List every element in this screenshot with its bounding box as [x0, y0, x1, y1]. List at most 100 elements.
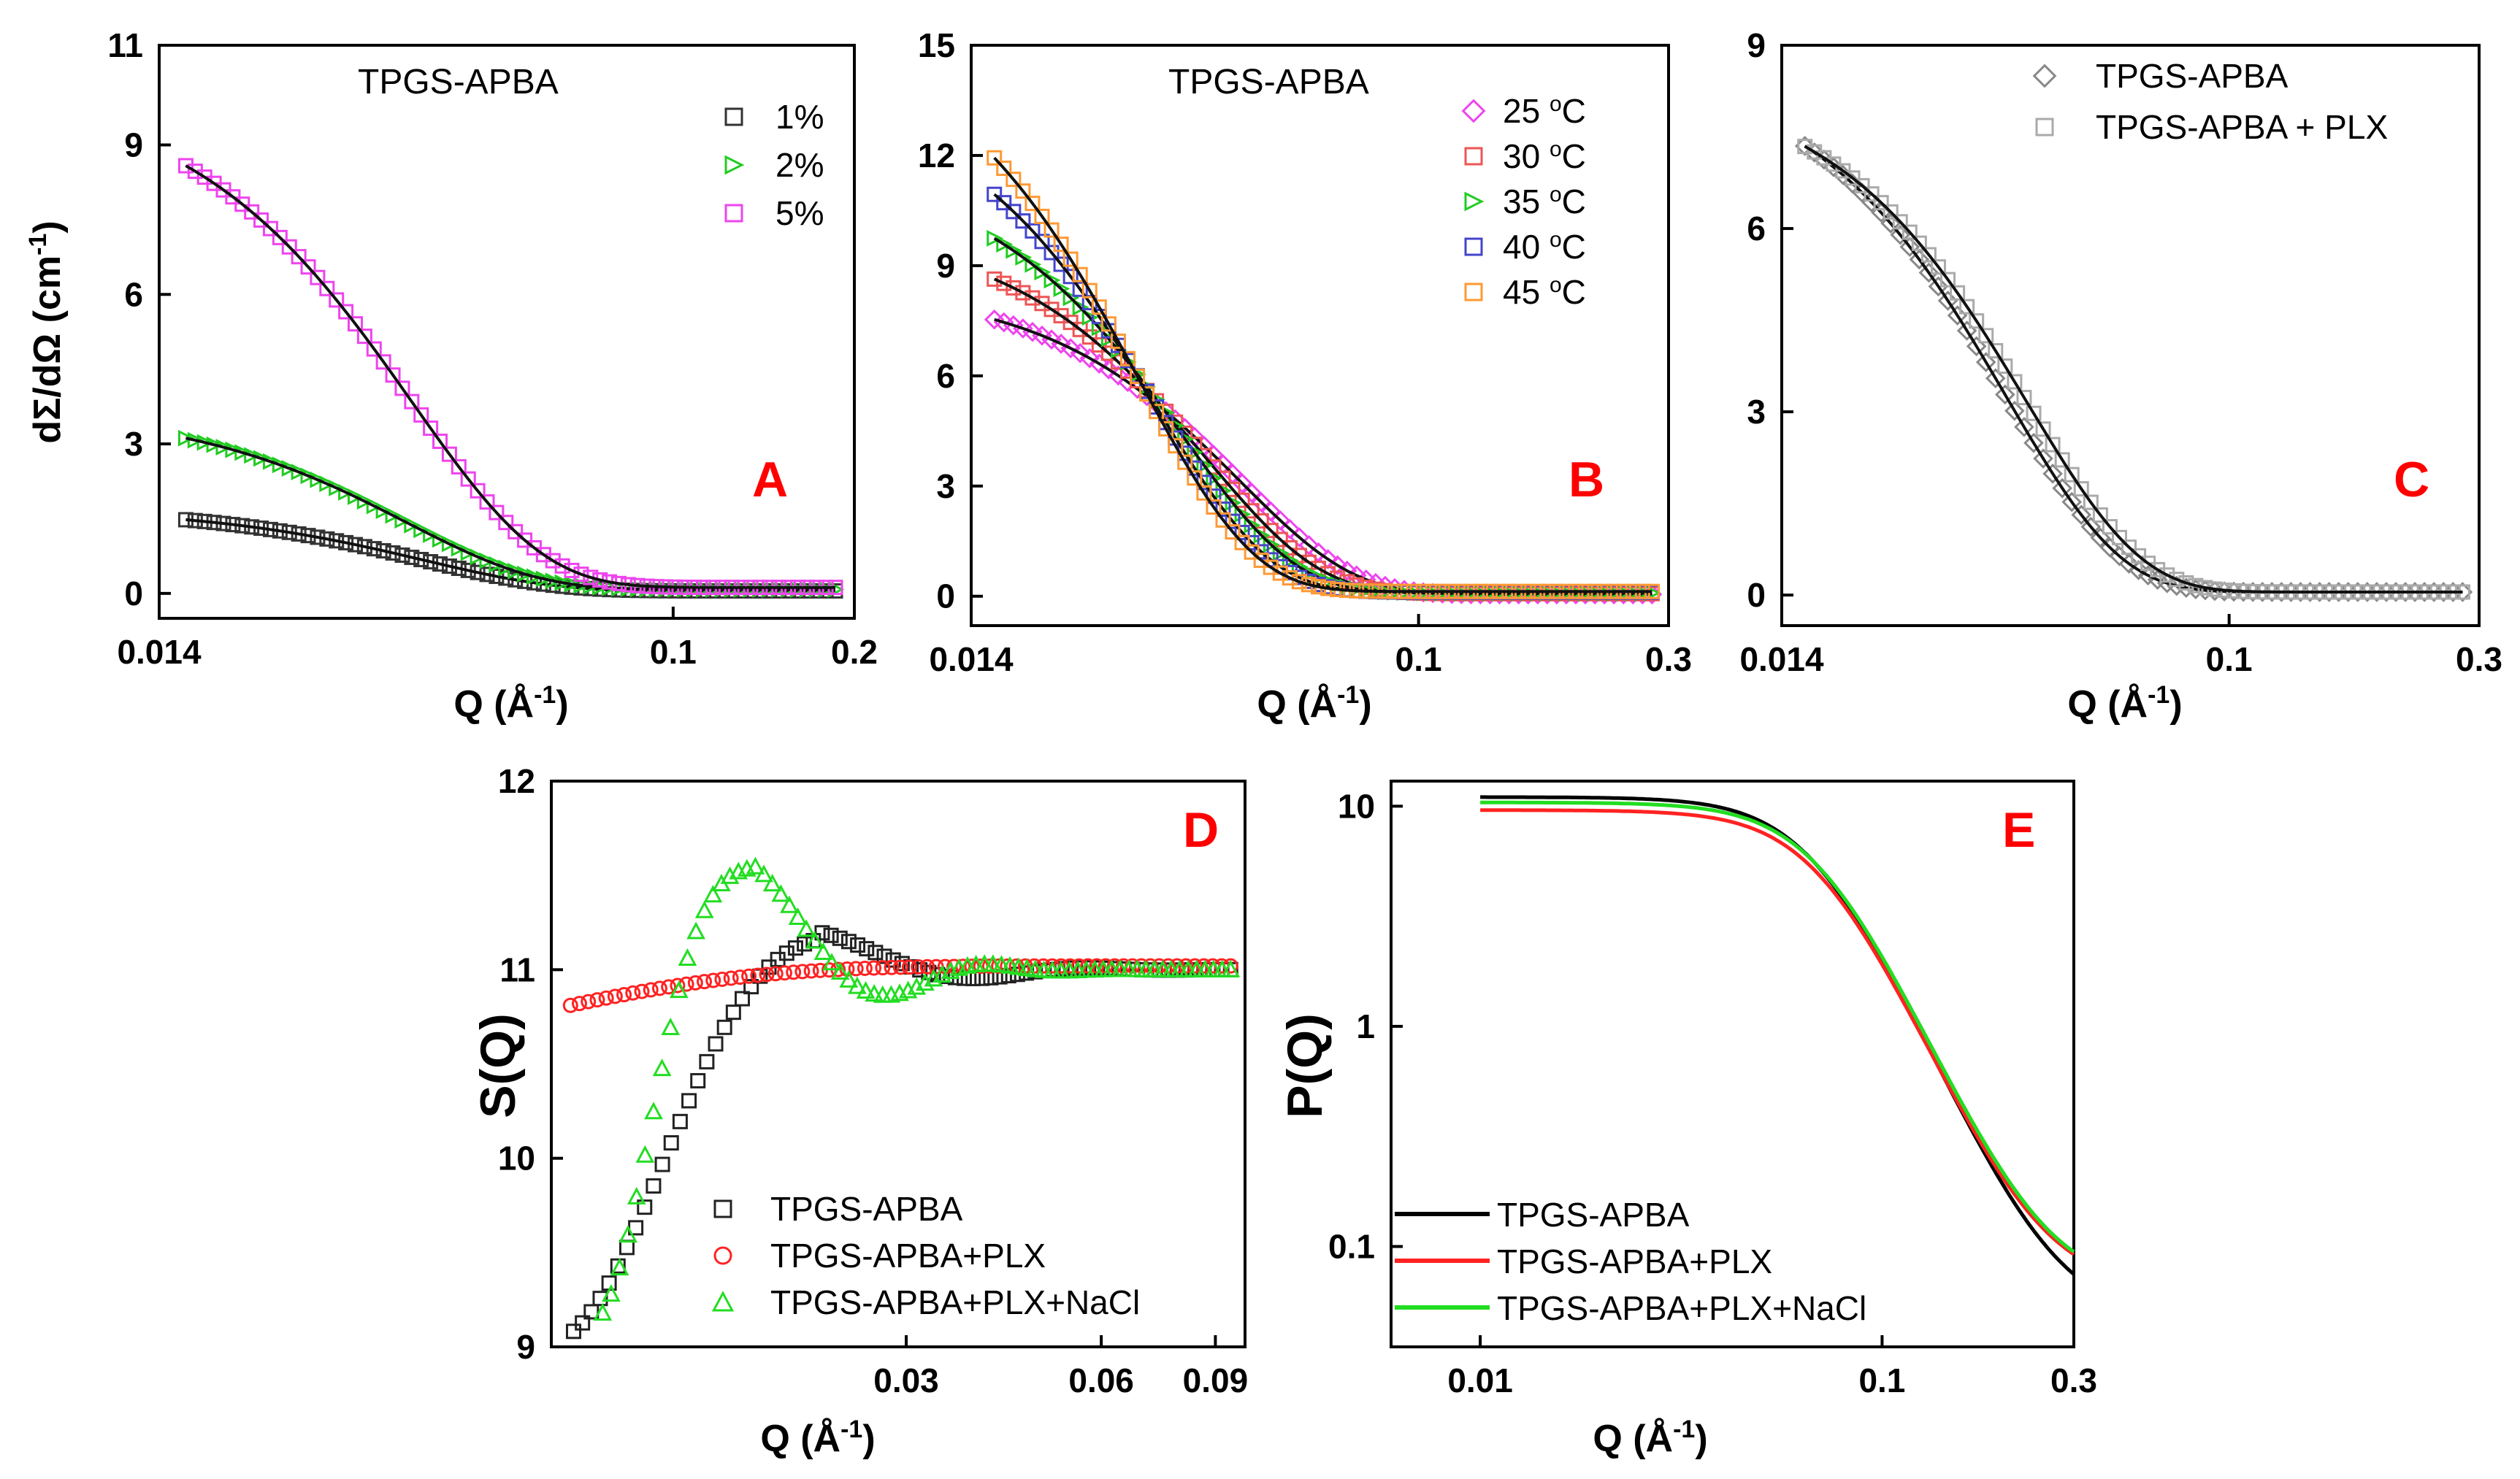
data-point: [2026, 405, 2042, 421]
data-point: [1253, 544, 1269, 560]
data-point: [1940, 272, 1956, 288]
data-point: [1890, 224, 1911, 245]
panel-b-y-ticks: 0 3 6 9 12 15: [918, 26, 983, 615]
plot-frame-e: [1390, 780, 2075, 1348]
data-point: [803, 963, 819, 979]
data-point: [489, 504, 505, 520]
data-point: [723, 970, 739, 986]
legend-marker: [1464, 283, 1483, 301]
data-point: [992, 955, 1011, 973]
data-point: [2007, 374, 2023, 390]
data-point: [1282, 570, 1298, 586]
data-point: [813, 942, 833, 961]
data-point: [1008, 957, 1028, 975]
data-point: [575, 1315, 591, 1331]
y-tick-label: 3: [936, 467, 955, 505]
x-tick-label: 0.3: [1645, 640, 1692, 678]
data-point: [754, 864, 773, 883]
data-point: [489, 556, 506, 573]
panel-b-letter: B: [1569, 452, 1604, 507]
data-point: [1241, 483, 1262, 503]
legend-marker: [724, 204, 743, 223]
series-3: [177, 158, 843, 596]
data-point: [2045, 437, 2061, 453]
data-point: [946, 959, 962, 975]
data-point: [651, 980, 667, 996]
data-point: [1053, 237, 1069, 253]
data-point: [750, 967, 766, 983]
data-point: [234, 444, 252, 461]
data-point: [627, 1186, 646, 1205]
data-point: [583, 569, 599, 585]
data-point: [2169, 572, 2185, 588]
data-point: [618, 1240, 635, 1256]
data-point: [830, 961, 850, 980]
data-point: [2111, 529, 2127, 545]
data-point: [987, 186, 1003, 202]
panel-a-letter: A: [752, 452, 788, 507]
data-point: [526, 568, 543, 585]
panel-a-y-label: dΣ/dΩ (cm-1): [24, 220, 69, 443]
panel-b-legend-30c: 30 oC: [1503, 137, 1586, 176]
data-point: [1244, 503, 1260, 519]
fit-line: [994, 318, 1652, 596]
data-point: [1026, 959, 1045, 977]
data-point: [348, 316, 364, 332]
legend-marker: [713, 1246, 732, 1265]
panel-d-legend: TPGS-APBA TPGS-APBA+PLX TPGS-APBA+PLX+Na…: [711, 1190, 1140, 1321]
data-point: [1187, 444, 1204, 461]
data-point: [725, 1004, 741, 1021]
panel-c-x-label-end: ): [2169, 683, 2182, 726]
data-point: [746, 856, 765, 875]
data-point: [1215, 512, 1231, 528]
data-point: [720, 866, 740, 884]
data-point: [338, 483, 355, 501]
y-tick-label: 6: [124, 275, 143, 313]
data-point: [610, 1258, 626, 1274]
panel-c-y-ticks: 0 3 6 9: [1747, 26, 1793, 614]
panel-a-x-label-text: Q (Å: [453, 683, 534, 726]
data-point: [1053, 256, 1069, 272]
panel-b-legend-marker-30c: [1464, 147, 1483, 166]
data-point: [670, 977, 686, 994]
data-point: [1025, 196, 1041, 212]
data-point: [1149, 404, 1165, 420]
data-point: [635, 1145, 655, 1163]
data-point: [423, 420, 439, 437]
series-5: [987, 150, 1660, 599]
data-point: [856, 980, 876, 999]
data-point: [911, 959, 927, 975]
data-point: [1978, 328, 1994, 344]
panel-d-legend-marker-tpgs-apba-plx-nacl: [711, 1291, 735, 1312]
data-point: [697, 974, 713, 990]
data-point: [694, 900, 714, 918]
data-point: [1950, 285, 1966, 301]
panel-e-legend-tpgs-apba-plx: TPGS-APBA+PLX: [1497, 1242, 1772, 1280]
x-tick-label: 0.1: [1858, 1361, 1905, 1399]
data-point: [987, 230, 1004, 247]
data-point: [601, 1275, 617, 1291]
data-point: [508, 562, 525, 580]
data-point: [1177, 454, 1193, 470]
legend-40c-unit: C: [1562, 228, 1586, 266]
data-point: [1034, 234, 1050, 250]
data-point: [432, 556, 448, 572]
data-point: [589, 992, 605, 1008]
data-point: [839, 969, 859, 988]
data-point: [916, 973, 935, 991]
data-point: [857, 960, 873, 976]
panel-e-x-label-exp: -1: [1673, 1415, 1695, 1443]
data-point: [699, 1053, 715, 1069]
data-point: [244, 204, 260, 220]
panel-e-y-label: P(Q): [1277, 1013, 1333, 1118]
panel-e-x-label: Q (Å-1): [1593, 1415, 1707, 1460]
fit-line: [993, 193, 1652, 594]
data-point: [581, 994, 597, 1010]
data-point: [2033, 448, 2053, 469]
data-point: [329, 292, 345, 308]
data-point: [687, 975, 703, 991]
data-point: [776, 965, 792, 981]
data-point: [787, 940, 803, 956]
series-3: [593, 856, 1241, 1321]
